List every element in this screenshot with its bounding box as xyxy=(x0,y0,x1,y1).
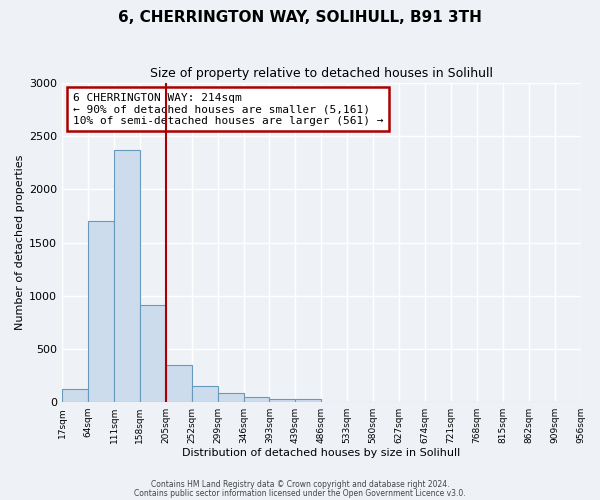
Y-axis label: Number of detached properties: Number of detached properties xyxy=(15,155,25,330)
Bar xyxy=(218,393,244,402)
Text: Contains public sector information licensed under the Open Government Licence v3: Contains public sector information licen… xyxy=(134,488,466,498)
Bar xyxy=(114,150,140,402)
Text: 6 CHERRINGTON WAY: 214sqm
← 90% of detached houses are smaller (5,161)
10% of se: 6 CHERRINGTON WAY: 214sqm ← 90% of detac… xyxy=(73,92,383,126)
X-axis label: Distribution of detached houses by size in Solihull: Distribution of detached houses by size … xyxy=(182,448,460,458)
Bar xyxy=(244,397,269,402)
Bar xyxy=(140,306,166,402)
Text: 6, CHERRINGTON WAY, SOLIHULL, B91 3TH: 6, CHERRINGTON WAY, SOLIHULL, B91 3TH xyxy=(118,10,482,25)
Text: Contains HM Land Registry data © Crown copyright and database right 2024.: Contains HM Land Registry data © Crown c… xyxy=(151,480,449,489)
Bar xyxy=(269,399,295,402)
Bar xyxy=(295,400,322,402)
Title: Size of property relative to detached houses in Solihull: Size of property relative to detached ho… xyxy=(150,68,493,80)
Bar xyxy=(62,390,88,402)
Bar xyxy=(166,365,192,402)
Bar xyxy=(192,386,218,402)
Bar xyxy=(88,222,114,402)
